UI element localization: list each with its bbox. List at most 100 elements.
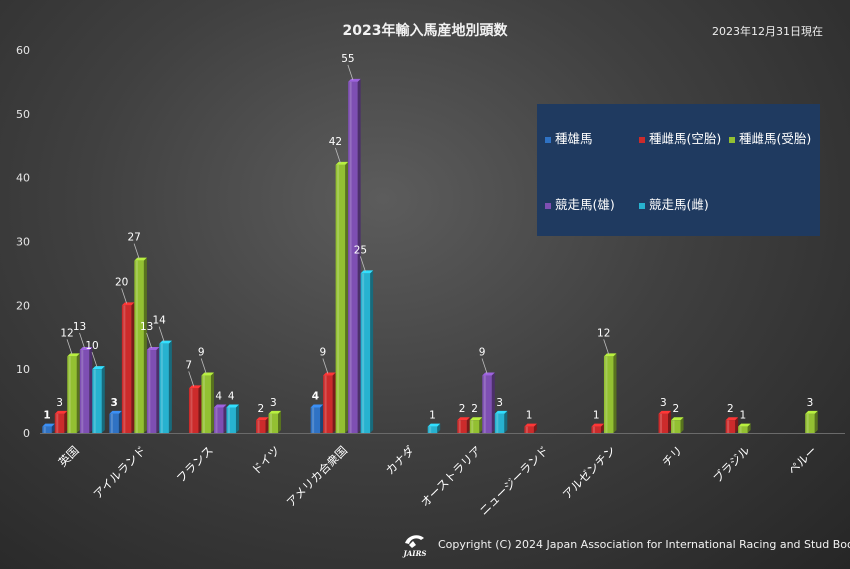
data-label: 1 — [526, 410, 533, 422]
bar — [159, 343, 169, 433]
bar-side — [491, 372, 495, 433]
data-label: 1 — [43, 410, 50, 422]
bar — [256, 420, 266, 433]
data-label: 3 — [496, 397, 503, 409]
data-label: 1 — [429, 410, 436, 422]
copyright-text: Copyright (C) 2024 Japan Association for… — [438, 538, 850, 551]
bar-side — [668, 410, 672, 433]
legend-item-racehorse-male: 競走馬(雄) — [545, 194, 615, 213]
bar-top — [201, 372, 214, 376]
data-label: 12 — [60, 327, 73, 339]
data-label: 4 — [312, 390, 319, 402]
bar-highlight — [110, 413, 113, 433]
bar — [427, 426, 438, 433]
x-category-label: 英国 — [56, 443, 82, 469]
bar — [188, 388, 199, 433]
bar-top — [213, 404, 227, 408]
bar — [310, 407, 321, 433]
data-label-leader — [322, 358, 329, 374]
bar-side — [479, 417, 483, 433]
legend-label-mare-pregnant: 種雌馬(受胎) — [739, 131, 812, 146]
bar-side — [680, 417, 684, 433]
data-label: 13 — [140, 321, 153, 333]
y-tick-label: 60 — [16, 44, 30, 57]
bar-side — [747, 423, 751, 433]
data-label-leader — [188, 371, 195, 387]
legend-swatch-racehorse-female — [639, 202, 645, 209]
data-label-leader — [133, 243, 140, 259]
y-tick-label: 30 — [16, 236, 30, 249]
bar-side — [223, 404, 227, 433]
bar-highlight — [324, 375, 327, 433]
data-label: 9 — [320, 347, 327, 359]
bar-side — [89, 347, 93, 433]
y-tick-label: 20 — [16, 299, 30, 312]
date-note: 2023年12月31日現在 — [712, 25, 823, 38]
bar-top — [159, 340, 172, 344]
data-label: 3 — [270, 397, 277, 409]
bar-top — [323, 372, 336, 376]
bar-highlight — [337, 164, 340, 433]
bar-highlight — [496, 413, 499, 433]
data-label: 9 — [479, 347, 486, 359]
bar — [92, 369, 102, 433]
y-tick-label: 40 — [16, 172, 30, 185]
bar-side — [370, 270, 374, 433]
bar-highlight — [227, 407, 230, 433]
data-label-leader — [603, 339, 610, 355]
bar-highlight — [135, 260, 138, 433]
x-category-label: カナダ — [383, 443, 418, 478]
bar-side — [265, 417, 269, 433]
bar-side — [210, 372, 214, 433]
data-label-leader — [481, 358, 488, 374]
bar-top — [42, 423, 55, 427]
bar-side — [613, 353, 617, 433]
data-label: 25 — [354, 244, 367, 256]
bar — [603, 356, 614, 433]
bar — [42, 426, 52, 433]
bar — [469, 420, 480, 433]
bar-top — [805, 410, 818, 414]
data-label-leader — [121, 288, 128, 304]
bar-highlight — [727, 420, 730, 433]
bar-highlight — [56, 413, 59, 433]
bar-highlight — [483, 375, 486, 433]
bar-highlight — [312, 407, 315, 433]
bar-highlight — [458, 420, 461, 433]
bar-top — [335, 161, 349, 165]
x-category-label: ブラジル — [710, 443, 752, 485]
data-label-leader — [79, 332, 85, 349]
bar-side — [600, 423, 604, 433]
data-label-leader — [66, 339, 73, 355]
bar — [335, 164, 346, 433]
data-label: 4 — [215, 390, 222, 402]
bar — [360, 273, 371, 433]
bar-side — [814, 410, 818, 433]
bar — [201, 375, 211, 433]
data-label: 1 — [593, 410, 600, 422]
x-category-label: フランス — [174, 443, 216, 485]
bar-side — [131, 302, 135, 433]
bar — [482, 375, 492, 433]
legend-label-stallion: 種雄馬 — [555, 131, 593, 146]
bar-side — [51, 423, 55, 433]
y-tick-label: 10 — [16, 363, 30, 376]
bar-side — [332, 372, 336, 433]
bar — [348, 81, 358, 434]
bar-side — [504, 410, 508, 433]
bar-highlight — [68, 356, 71, 433]
chart-title: 2023年輸入馬産地別頭数 — [342, 23, 508, 39]
x-category-label: アルゼンチン — [560, 443, 619, 502]
data-label: 10 — [85, 340, 98, 352]
bar-top — [671, 417, 684, 421]
bar-top — [348, 78, 361, 82]
data-label: 3 — [807, 397, 814, 409]
y-tick-label: 0 — [23, 427, 30, 440]
bar-top — [658, 410, 672, 414]
data-label: 2 — [257, 403, 264, 415]
data-label: 3 — [56, 397, 63, 409]
bar — [494, 413, 505, 433]
bar — [738, 426, 748, 433]
x-category-label: ペルー — [785, 443, 819, 477]
